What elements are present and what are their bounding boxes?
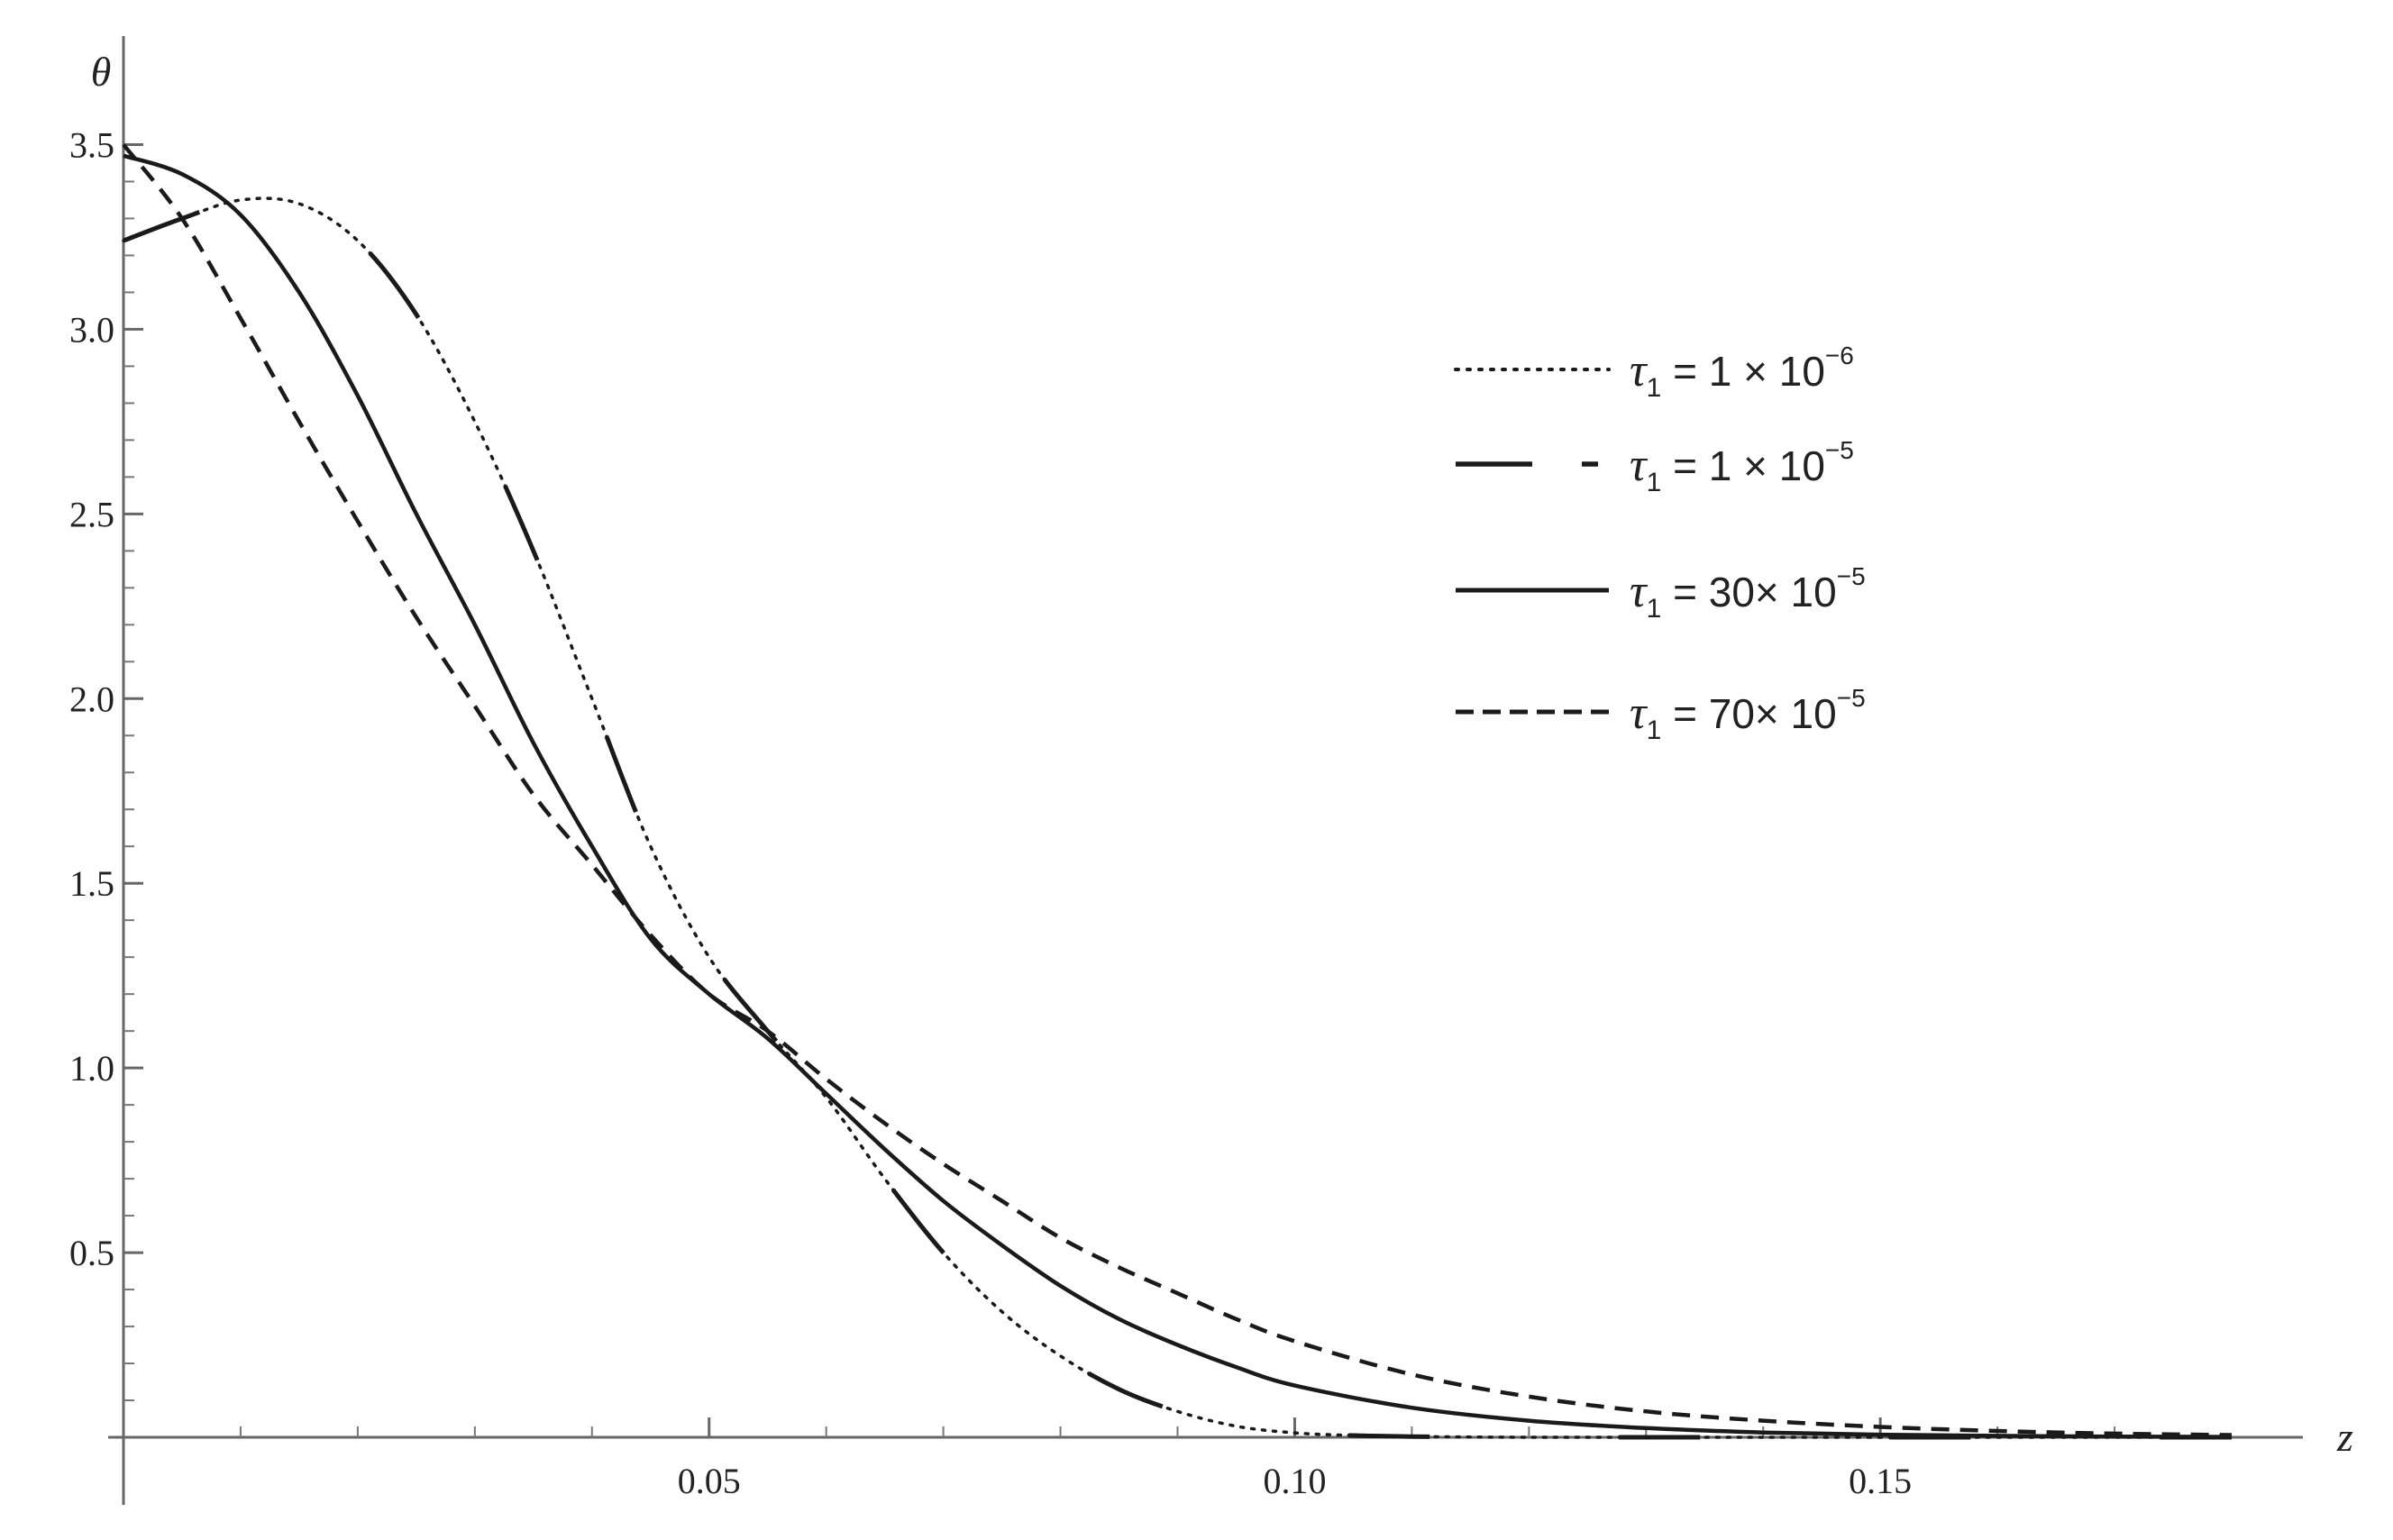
series-line-4 <box>122 143 2233 1437</box>
x-tick-label: 0.15 <box>1849 1461 1912 1501</box>
x-axis-label: z <box>2336 1414 2353 1460</box>
y-tick-label: 3.5 <box>69 124 114 165</box>
y-tick-label: 3.0 <box>69 309 114 350</box>
y-tick-label: 2.5 <box>69 494 114 534</box>
x-tick-label: 0.10 <box>1263 1461 1326 1501</box>
y-tick-label: 1.0 <box>69 1048 114 1089</box>
legend-label-2: τ1 = 1 × 10−5 <box>1630 436 1854 497</box>
ticks: 0.05 0.10 0.15 0.5 1.0 1.5 2.0 2.5 3.0 3.5 <box>69 124 2116 1501</box>
y-tick-label: 2.0 <box>69 679 114 719</box>
y-tick-label: 1.5 <box>69 863 114 904</box>
y-tick-label: 0.5 <box>69 1233 114 1273</box>
axes <box>108 36 2303 1505</box>
x-tick-label: 0.05 <box>678 1461 741 1501</box>
series-line-1 <box>122 196 2233 1439</box>
legend-label-3: τ1 = 30× 10−5 <box>1630 562 1866 624</box>
series-line-3 <box>123 153 2233 1439</box>
series-line-2 <box>123 196 2232 1440</box>
legend: τ1 = 1 × 10−6 τ1 = 1 × 10−5 τ1 = 30× 10−5 τ… <box>1454 342 1866 745</box>
y-axis-label: θ <box>91 49 112 95</box>
legend-label-4: τ1 = 70× 10−5 <box>1630 684 1866 745</box>
curves <box>122 143 2233 1440</box>
legend-label-1: τ1 = 1 × 10−6 <box>1630 342 1854 403</box>
